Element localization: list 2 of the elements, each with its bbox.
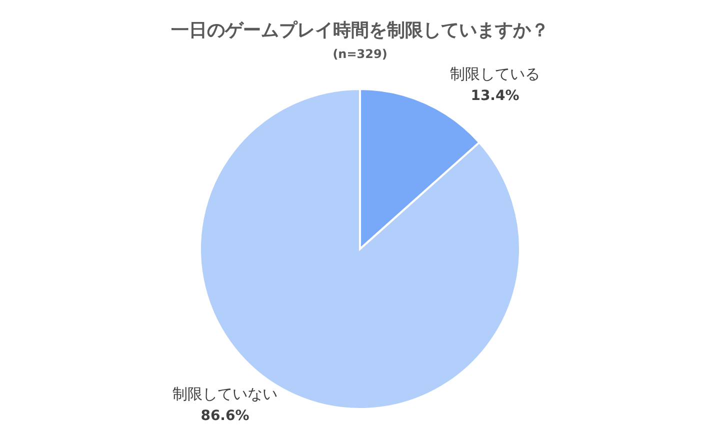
title: 一日のゲームプレイ時間を制限していますか？ [171,20,549,41]
subtitle: (n=329) [332,47,388,61]
